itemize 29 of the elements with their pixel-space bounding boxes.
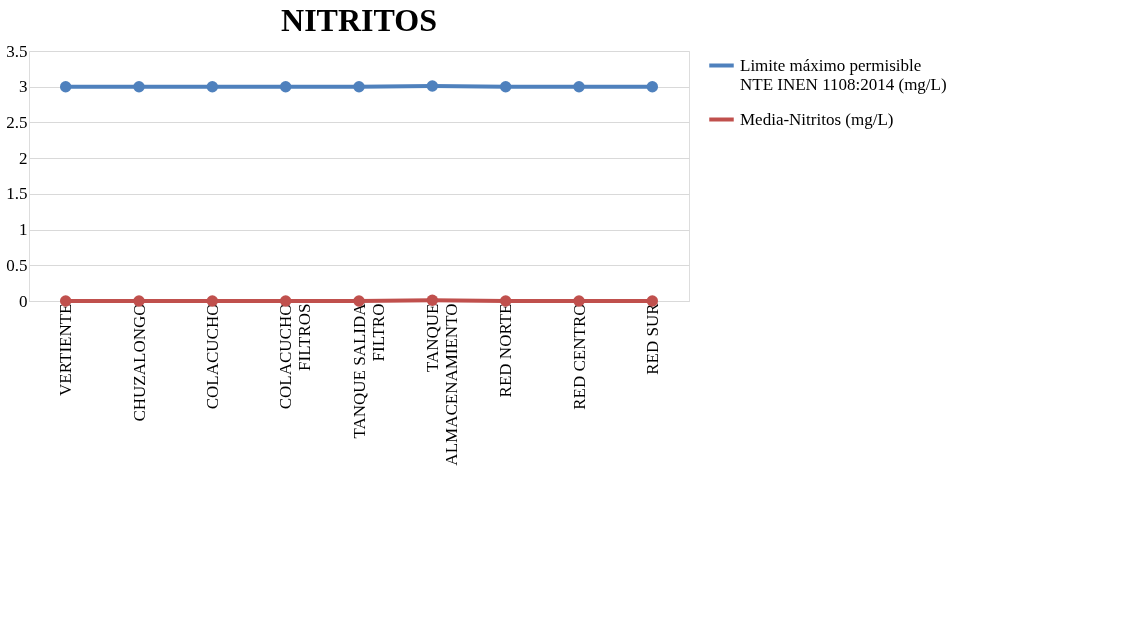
point <box>499 81 512 93</box>
legend-label: Limite máximo permisible NTE INEN 1108:2014 (mg/L) <box>740 55 947 94</box>
x-tick-label: CHUZALONGO <box>129 303 149 422</box>
chart-title: NITRITOS <box>281 2 437 38</box>
point <box>646 81 659 93</box>
x-tick-label: TANQUE ALMACENAMIENTO <box>422 303 461 466</box>
legend-label: Media-Nitritos (mg/L) <box>740 109 894 129</box>
x-tick-label: COLACUCHO FILTROS <box>276 303 315 410</box>
y-tick-label: 2 <box>19 148 28 168</box>
point <box>353 81 365 93</box>
y-tick-label: 1.5 <box>6 184 28 204</box>
point <box>59 81 72 93</box>
x-tick-label: COLACUCHO <box>202 303 222 410</box>
y-tick-label: 3.5 <box>6 41 28 61</box>
point <box>206 81 219 93</box>
x-tick-label: TANQUE SALIDA FILTRO <box>349 302 388 439</box>
point <box>426 80 439 92</box>
x-tick-label: RED NORTE <box>496 303 516 398</box>
point <box>133 81 145 93</box>
y-tick-label: 0 <box>19 291 28 311</box>
x-tick-label: RED SUR <box>642 302 662 375</box>
point <box>279 81 292 93</box>
y-tick-label: 1 <box>19 220 28 240</box>
y-tick-label: 2.5 <box>6 112 28 132</box>
y-tick-label: 3 <box>19 77 28 97</box>
x-tick-label: VERTIENTE <box>56 303 76 396</box>
y-tick-label: 0.5 <box>6 255 28 275</box>
x-tick-label: RED CENTRO <box>569 303 589 410</box>
point <box>573 81 585 93</box>
